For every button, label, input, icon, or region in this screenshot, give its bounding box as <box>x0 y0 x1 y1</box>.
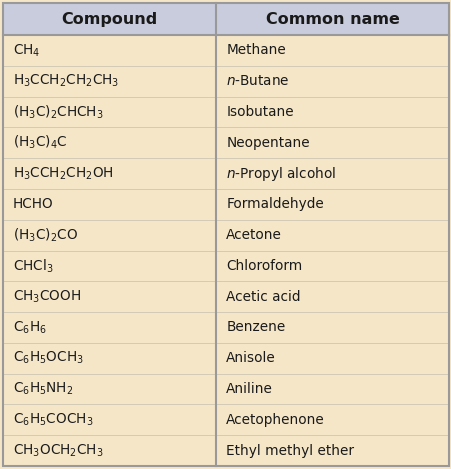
Text: H$_3$CCH$_2$CH$_2$CH$_3$: H$_3$CCH$_2$CH$_2$CH$_3$ <box>13 73 119 90</box>
Text: Common name: Common name <box>265 12 399 27</box>
Text: Compound: Compound <box>61 12 157 27</box>
Text: Acetophenone: Acetophenone <box>226 413 324 427</box>
Text: CHCl$_3$: CHCl$_3$ <box>13 257 54 274</box>
Text: CH$_3$COOH: CH$_3$COOH <box>13 288 81 305</box>
Text: Chloroform: Chloroform <box>226 259 302 273</box>
Text: Methane: Methane <box>226 44 285 57</box>
Text: (H$_3$C)$_4$C: (H$_3$C)$_4$C <box>13 134 67 151</box>
Text: $n$-Butane: $n$-Butane <box>226 74 289 88</box>
Text: Acetone: Acetone <box>226 228 281 242</box>
Text: (H$_3$C)$_2$CO: (H$_3$C)$_2$CO <box>13 227 78 244</box>
Text: C$_6$H$_6$: C$_6$H$_6$ <box>13 319 47 336</box>
Text: HCHO: HCHO <box>13 197 54 212</box>
Text: Ethyl methyl ether: Ethyl methyl ether <box>226 444 354 458</box>
Text: H$_3$CCH$_2$CH$_2$OH: H$_3$CCH$_2$CH$_2$OH <box>13 166 114 182</box>
Text: Acetic acid: Acetic acid <box>226 290 300 304</box>
Text: CH$_3$OCH$_2$CH$_3$: CH$_3$OCH$_2$CH$_3$ <box>13 442 103 459</box>
Text: (H$_3$C)$_2$CHCH$_3$: (H$_3$C)$_2$CHCH$_3$ <box>13 103 103 121</box>
Text: Benzene: Benzene <box>226 320 285 334</box>
Text: Neopentane: Neopentane <box>226 136 309 150</box>
Text: Formaldehyde: Formaldehyde <box>226 197 323 212</box>
Text: Isobutane: Isobutane <box>226 105 293 119</box>
Bar <box>3 3 448 35</box>
Text: C$_6$H$_5$NH$_2$: C$_6$H$_5$NH$_2$ <box>13 381 73 397</box>
Text: C$_6$H$_5$COCH$_3$: C$_6$H$_5$COCH$_3$ <box>13 412 93 428</box>
Text: Anisole: Anisole <box>226 351 275 365</box>
Text: C$_6$H$_5$OCH$_3$: C$_6$H$_5$OCH$_3$ <box>13 350 84 366</box>
Text: Aniline: Aniline <box>226 382 272 396</box>
Text: $n$-Propyl alcohol: $n$-Propyl alcohol <box>226 165 336 182</box>
Text: CH$_4$: CH$_4$ <box>13 42 40 59</box>
